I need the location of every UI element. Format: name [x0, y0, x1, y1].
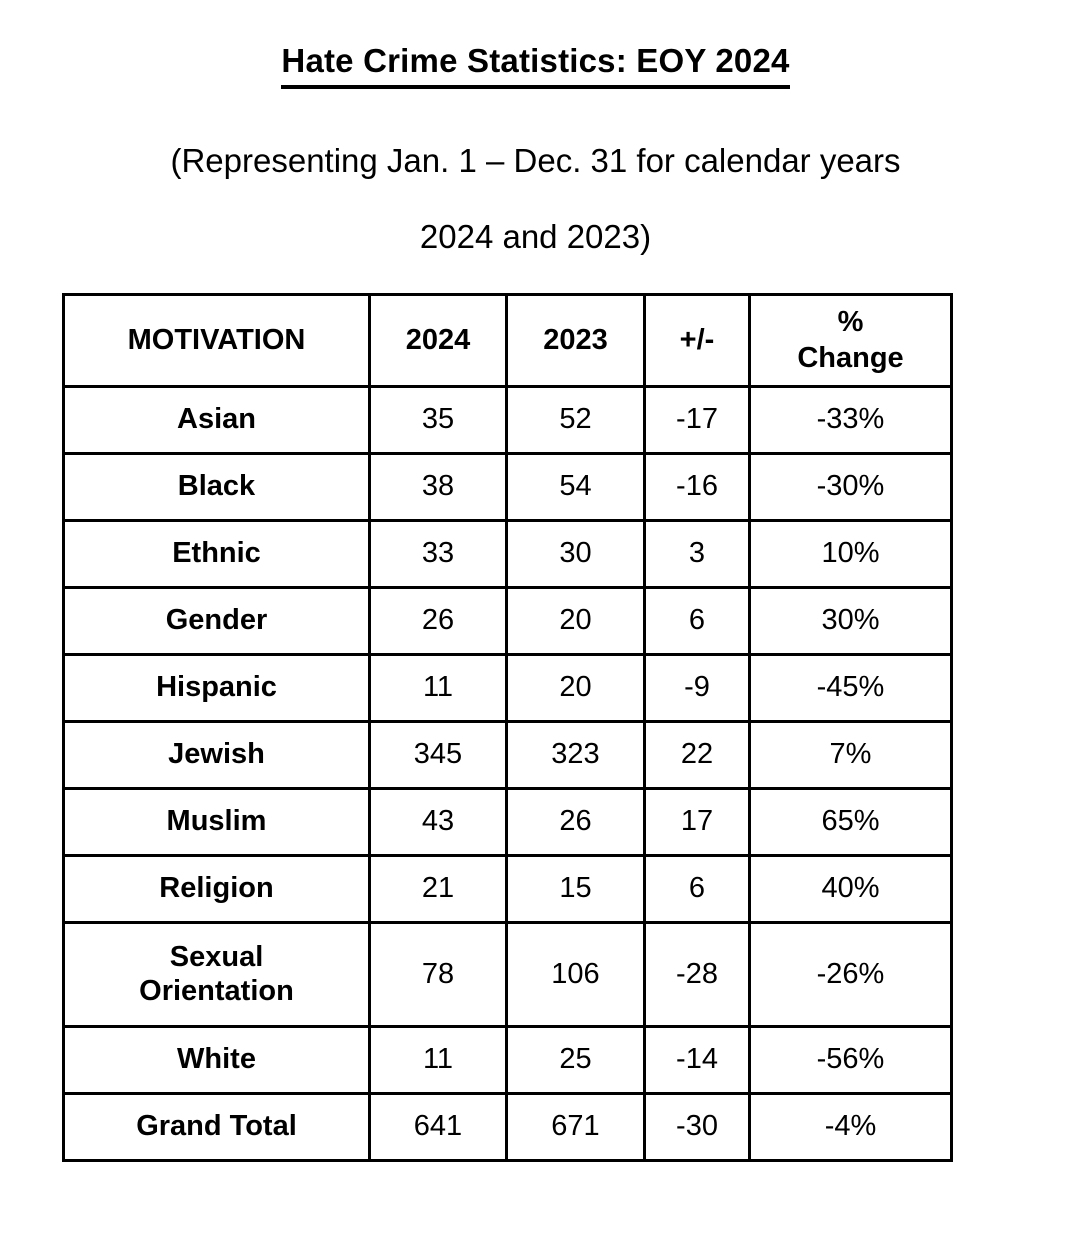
value-cell-2024: 35	[368, 385, 508, 455]
column-header-2023: 2023	[505, 293, 646, 388]
value-cell-2023: 15	[505, 854, 646, 924]
hate-crime-stats-table: MOTIVATION 2024 2023 +/- % Change Asian …	[62, 293, 953, 1162]
value-cell-2023: 54	[505, 452, 646, 522]
value-cell-diff: 6	[643, 586, 751, 656]
value-cell-2024: 38	[368, 452, 508, 522]
table-row-jewish: Jewish 345 323 22 7%	[62, 720, 953, 790]
value-cell-pct: 10%	[748, 519, 953, 589]
value-cell-diff: -28	[643, 921, 751, 1028]
value-cell-pct: 65%	[748, 787, 953, 857]
value-cell-2024: 345	[368, 720, 508, 790]
table-header-row: MOTIVATION 2024 2023 +/- % Change	[62, 293, 953, 388]
value-cell-2024: 33	[368, 519, 508, 589]
value-cell-diff: -17	[643, 385, 751, 455]
value-cell-pct: -30%	[748, 452, 953, 522]
title-wrap: Hate Crime Statistics: EOY 2024	[0, 0, 1071, 89]
value-cell-2023: 26	[505, 787, 646, 857]
subtitle-line-2: 2024 and 2023)	[419, 218, 652, 255]
value-cell-2023: 25	[505, 1025, 646, 1095]
row-label-cell: Sexual Orientation	[62, 921, 371, 1028]
table-row-muslim: Muslim 43 26 17 65%	[62, 787, 953, 857]
row-label-cell: Muslim	[62, 787, 371, 857]
value-cell-2024: 21	[368, 854, 508, 924]
value-cell-2024: 11	[368, 653, 508, 723]
value-cell-diff: -16	[643, 452, 751, 522]
value-cell-2023: 30	[505, 519, 646, 589]
table-row-ethnic: Ethnic 33 30 3 10%	[62, 519, 953, 589]
value-cell-2023: 52	[505, 385, 646, 455]
value-cell-pct: -56%	[748, 1025, 953, 1095]
column-header-pct-change-label: % Change	[797, 305, 904, 374]
column-header-motivation: MOTIVATION	[62, 293, 371, 388]
value-cell-diff: 3	[643, 519, 751, 589]
value-cell-2023: 671	[505, 1092, 646, 1162]
value-cell-pct: -45%	[748, 653, 953, 723]
row-label-cell: Ethnic	[62, 519, 371, 589]
table-row-sexual-orientation: Sexual Orientation 78 106 -28 -26%	[62, 921, 953, 1028]
table-row-black: Black 38 54 -16 -30%	[62, 452, 953, 522]
value-cell-pct: -26%	[748, 921, 953, 1028]
row-label-cell: Black	[62, 452, 371, 522]
value-cell-pct: -33%	[748, 385, 953, 455]
value-cell-diff: 22	[643, 720, 751, 790]
value-cell-2023: 106	[505, 921, 646, 1028]
value-cell-pct: 7%	[748, 720, 953, 790]
value-cell-diff: 6	[643, 854, 751, 924]
value-cell-diff: -30	[643, 1092, 751, 1162]
table-row-gender: Gender 26 20 6 30%	[62, 586, 953, 656]
row-label-cell: Jewish	[62, 720, 371, 790]
page-title: Hate Crime Statistics: EOY 2024	[281, 42, 790, 89]
table-row-grand-total: Grand Total 641 671 -30 -4%	[62, 1092, 953, 1162]
value-cell-2024: 43	[368, 787, 508, 857]
value-cell-2024: 26	[368, 586, 508, 656]
column-header-plus-minus: +/-	[643, 293, 751, 388]
table-row-hispanic: Hispanic 11 20 -9 -45%	[62, 653, 953, 723]
column-header-2024: 2024	[368, 293, 508, 388]
value-cell-2023: 323	[505, 720, 646, 790]
row-label-cell: White	[62, 1025, 371, 1095]
value-cell-pct: 30%	[748, 586, 953, 656]
row-label-text: Sexual Orientation	[139, 941, 294, 1007]
value-cell-pct: 40%	[748, 854, 953, 924]
row-label-cell: Asian	[62, 385, 371, 455]
value-cell-2024: 78	[368, 921, 508, 1028]
value-cell-diff: -9	[643, 653, 751, 723]
value-cell-pct: -4%	[748, 1092, 953, 1162]
value-cell-diff: 17	[643, 787, 751, 857]
subtitle-line-1: (Representing Jan. 1 – Dec. 31 for calen…	[170, 142, 901, 179]
value-cell-2024: 641	[368, 1092, 508, 1162]
subtitle: (Representing Jan. 1 – Dec. 31 for calen…	[0, 123, 1071, 275]
value-cell-diff: -14	[643, 1025, 751, 1095]
row-label-cell: Grand Total	[62, 1092, 371, 1162]
row-label-cell: Gender	[62, 586, 371, 656]
value-cell-2024: 11	[368, 1025, 508, 1095]
row-label-cell: Hispanic	[62, 653, 371, 723]
row-label-cell: Religion	[62, 854, 371, 924]
table-row-asian: Asian 35 52 -17 -33%	[62, 385, 953, 455]
column-header-pct-change: % Change	[748, 293, 953, 388]
table-row-religion: Religion 21 15 6 40%	[62, 854, 953, 924]
value-cell-2023: 20	[505, 586, 646, 656]
value-cell-2023: 20	[505, 653, 646, 723]
table-row-white: White 11 25 -14 -56%	[62, 1025, 953, 1095]
